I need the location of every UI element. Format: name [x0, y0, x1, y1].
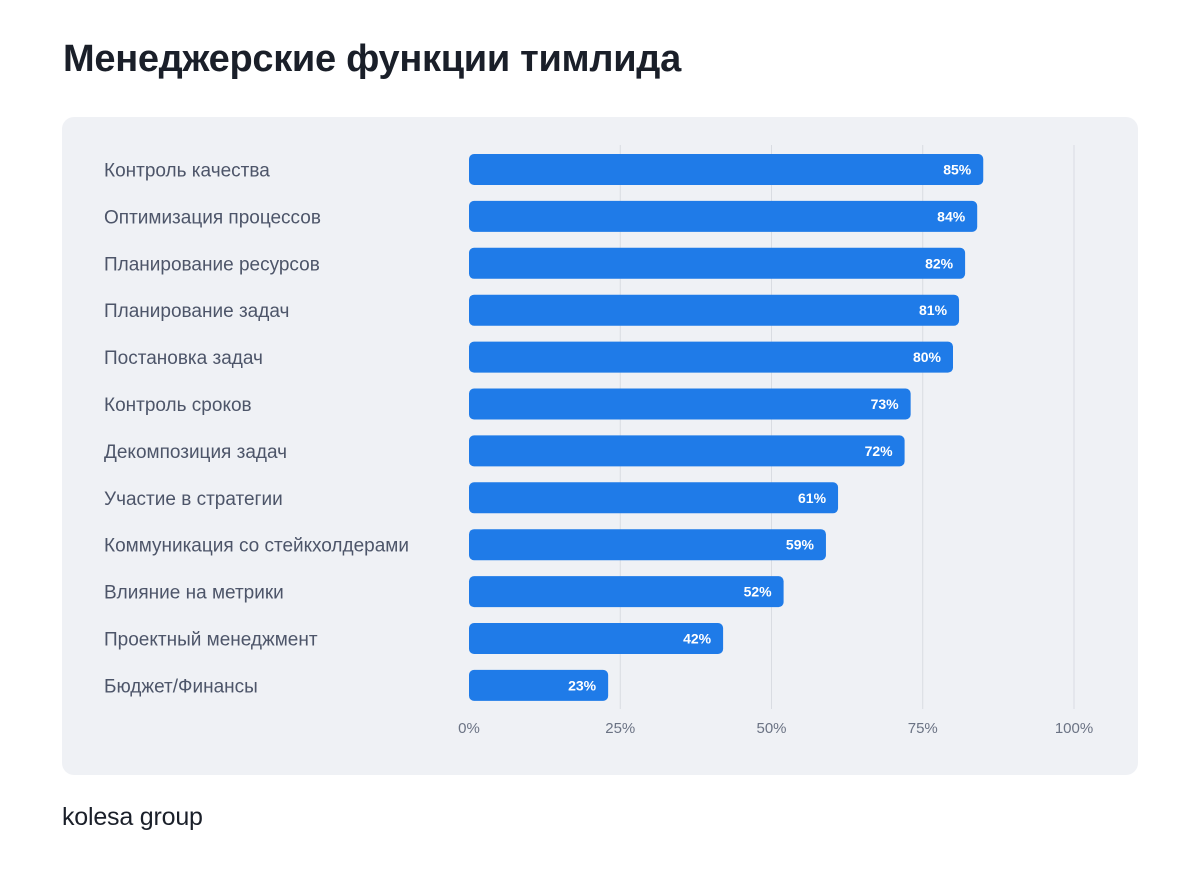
- category-label: Контроль качества: [104, 161, 270, 182]
- bar: [469, 576, 784, 608]
- category-label: Планирование ресурсов: [104, 254, 320, 275]
- chart-panel: Контроль качества 85% Оптимизация процессо…: [62, 117, 1138, 775]
- value-label: 82%: [925, 255, 954, 271]
- value-label: 23%: [568, 677, 597, 693]
- value-label: 52%: [744, 584, 773, 600]
- page-title: Менеджерские функции тимлида: [63, 38, 681, 80]
- x-tick-label: 100%: [1055, 720, 1093, 737]
- value-label: 73%: [871, 396, 900, 412]
- category-label: Постановка задач: [104, 348, 263, 369]
- bar: [469, 482, 839, 514]
- category-label: Участие в стратегии: [104, 489, 283, 510]
- category-label: Коммуникация со стейкхолдерами: [104, 536, 409, 557]
- bar: [469, 154, 984, 185]
- value-label: 81%: [919, 302, 948, 318]
- bar: [469, 623, 724, 654]
- bar: [469, 247, 966, 279]
- bar-chart: Контроль качества 85% Оптимизация процессо…: [104, 145, 1093, 737]
- value-label: 80%: [913, 349, 942, 365]
- bar: [469, 200, 978, 232]
- value-label: 85%: [943, 162, 972, 178]
- category-label: Проектный менеджмент: [104, 630, 318, 651]
- bar: [469, 435, 905, 467]
- x-tick-label: 25%: [605, 720, 635, 737]
- value-label: 61%: [798, 490, 827, 506]
- bar: [469, 341, 953, 373]
- x-tick-label: 50%: [756, 720, 786, 737]
- value-label: 42%: [683, 631, 712, 647]
- x-tick-label: 75%: [908, 720, 938, 737]
- bar: [469, 529, 826, 561]
- bar: [469, 669, 609, 701]
- value-label: 59%: [786, 537, 815, 553]
- category-label: Оптимизация процессов: [104, 207, 321, 228]
- value-label: 84%: [937, 208, 966, 224]
- category-label: Декомпозиция задач: [104, 442, 287, 463]
- bar: [469, 388, 911, 420]
- category-label: Бюджет/Финансы: [104, 676, 258, 697]
- category-label: Влияние на метрики: [104, 583, 284, 604]
- brand-logo-text: kolesa group: [62, 803, 203, 831]
- x-tick-label: 0%: [458, 720, 480, 737]
- category-label: Планирование задач: [104, 301, 289, 322]
- bar: [469, 294, 960, 326]
- category-label: Контроль сроков: [104, 395, 252, 416]
- value-label: 72%: [865, 443, 894, 459]
